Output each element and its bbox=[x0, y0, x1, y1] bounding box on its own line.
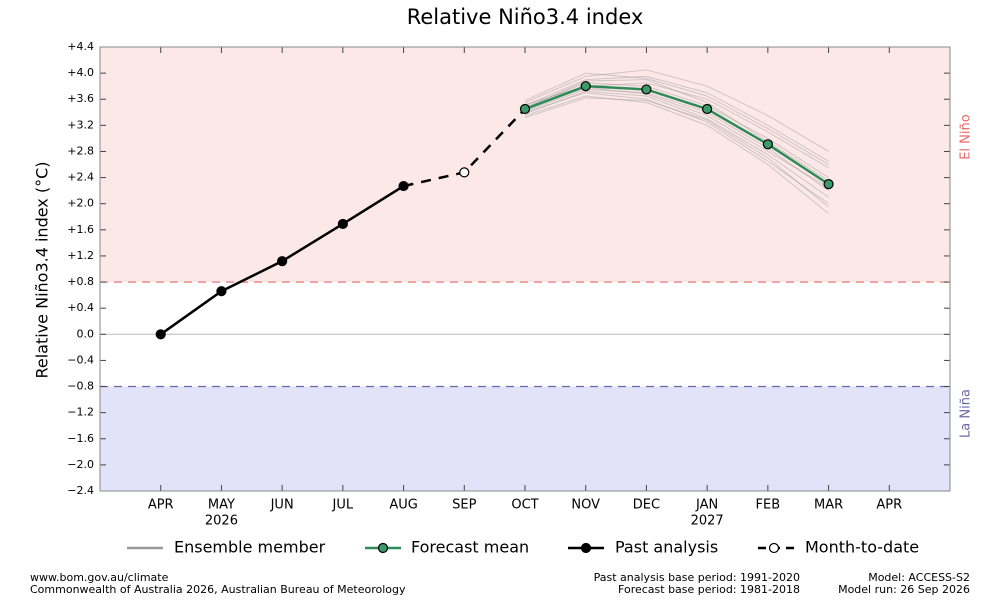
ensemble-line bbox=[524, 92, 829, 205]
series-line bbox=[524, 84, 830, 186]
x-tick-label: JUL bbox=[332, 498, 354, 513]
y-tick-label: +3.6 bbox=[67, 92, 94, 105]
x-tick-label: APR bbox=[876, 498, 902, 513]
y-tick-label: −2.4 bbox=[67, 484, 94, 497]
la-nina-region bbox=[100, 386, 950, 491]
region-label: La Niña bbox=[959, 389, 974, 438]
ensemble-line bbox=[524, 95, 829, 214]
y-axis-label: Relative Niño3.4 index (°C) bbox=[33, 162, 52, 379]
y-tick-label: −0.4 bbox=[67, 353, 94, 366]
y-tick-label: +2.4 bbox=[67, 171, 94, 184]
x-tick-label: SEP bbox=[452, 498, 476, 513]
footer-text: Model run: 26 Sep 2026 bbox=[838, 583, 970, 596]
y-tick-label: +2.8 bbox=[67, 144, 94, 157]
ensemble-line bbox=[524, 82, 829, 179]
y-tick-label: +1.2 bbox=[67, 249, 94, 262]
y-tick-label: +4.4 bbox=[67, 40, 94, 53]
footer-text: www.bom.gov.au/climate bbox=[30, 571, 169, 584]
footer-text: Forecast base period: 1981-2018 bbox=[618, 583, 800, 596]
x-tick-label: APR bbox=[148, 498, 174, 513]
x-tick-label: MAR bbox=[814, 498, 843, 513]
data-point bbox=[459, 167, 470, 178]
plot-frame bbox=[99, 46, 951, 492]
x-tick-label: JUN bbox=[270, 498, 294, 513]
region-label: El Niño bbox=[959, 114, 974, 160]
ensemble-line bbox=[524, 90, 829, 198]
y-tick-label: −1.2 bbox=[67, 406, 94, 419]
legend-marker bbox=[377, 542, 389, 554]
data-point bbox=[641, 84, 652, 95]
x-tick-label: OCT bbox=[511, 498, 538, 513]
data-point bbox=[519, 103, 531, 115]
y-tick-label: +3.2 bbox=[67, 118, 94, 131]
legend-marker bbox=[580, 542, 592, 554]
data-point bbox=[702, 103, 713, 115]
y-tick-label: +1.6 bbox=[67, 223, 94, 236]
ensemble-line bbox=[524, 72, 829, 165]
footer-text: Commonwealth of Australia 2026, Australi… bbox=[30, 583, 406, 596]
y-tick-label: +0.4 bbox=[67, 301, 94, 314]
y-tick-label: +4.0 bbox=[67, 66, 94, 79]
legend-label: Past analysis bbox=[615, 538, 718, 557]
data-point bbox=[580, 81, 591, 92]
footer-text: Model: ACCESS-S2 bbox=[868, 571, 970, 584]
data-point bbox=[216, 286, 227, 297]
data-point bbox=[823, 179, 834, 190]
y-tick-label: +2.0 bbox=[67, 197, 94, 210]
x-tick-label: JAN bbox=[695, 498, 718, 513]
x-year-label: 2027 bbox=[691, 514, 724, 529]
y-tick-label: +0.8 bbox=[67, 275, 94, 288]
ensemble-line bbox=[524, 69, 829, 152]
legend-marker bbox=[768, 542, 780, 554]
y-tick-label: −0.8 bbox=[67, 380, 94, 393]
x-year-label: 2026 bbox=[205, 514, 238, 529]
y-tick-label: −2.0 bbox=[67, 458, 94, 471]
x-tick-label: MAY bbox=[208, 498, 235, 513]
data-point bbox=[337, 218, 348, 230]
ensemble-line bbox=[524, 97, 829, 208]
ensemble-line bbox=[524, 75, 829, 162]
ensemble-line bbox=[524, 79, 829, 182]
legend-label: Ensemble member bbox=[174, 538, 326, 557]
y-tick-label: 0.0 bbox=[77, 327, 95, 340]
legend-label: Month-to-date bbox=[805, 538, 919, 557]
x-tick-label: AUG bbox=[389, 498, 417, 513]
data-point bbox=[277, 256, 288, 267]
ensemble-line bbox=[524, 88, 829, 192]
footer-text: Past analysis base period: 1991-2020 bbox=[594, 571, 800, 584]
chart-title: Relative Niño3.4 index bbox=[407, 5, 644, 29]
x-tick-label: DEC bbox=[633, 498, 660, 513]
el-nino-region bbox=[100, 47, 950, 283]
data-point bbox=[155, 329, 166, 340]
x-tick-label: FEB bbox=[756, 498, 781, 513]
x-tick-label: NOV bbox=[571, 498, 600, 513]
data-point bbox=[398, 180, 409, 192]
y-tick-label: −1.6 bbox=[67, 432, 94, 445]
legend-label: Forecast mean bbox=[411, 538, 529, 557]
data-point bbox=[762, 139, 773, 150]
